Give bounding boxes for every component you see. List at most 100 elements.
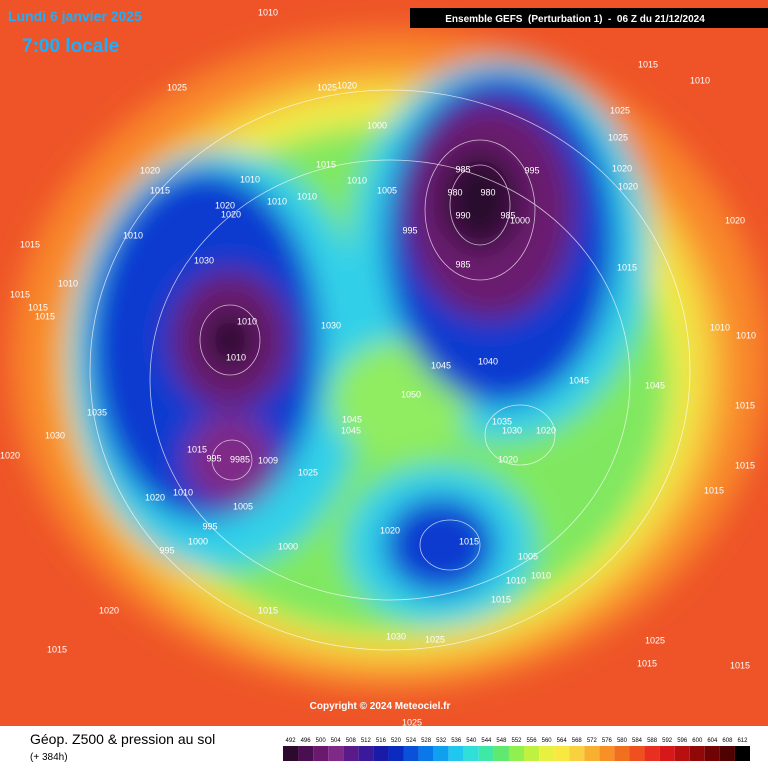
scale-label: 596: [677, 738, 688, 744]
isobar-label: 1015: [150, 185, 170, 195]
run-info: Ensemble GEFS (Perturbation 1) - 06 Z du…: [445, 14, 705, 25]
scale-swatch: [584, 746, 600, 761]
isobar-label: 1020: [612, 163, 632, 173]
isobar-label: 1015: [730, 660, 750, 670]
isobar-label: 1020: [337, 80, 357, 90]
footer-title: Géop. Z500 & pression au sol: [30, 731, 215, 747]
scale-swatch: [719, 746, 735, 761]
isobar-label: 980: [447, 187, 462, 197]
isobar-label: 1025: [608, 132, 628, 142]
scale-swatch: [674, 746, 690, 761]
isobar-label: 1010: [347, 175, 367, 185]
isobar-label: 1025: [645, 635, 665, 645]
isobar-label: 1010: [123, 230, 143, 240]
isobar-label: 1020: [140, 165, 160, 175]
scale-swatch: [448, 746, 464, 761]
isobar-label: 995: [159, 545, 174, 555]
scale-label: 500: [316, 738, 327, 744]
isobar-label: 1045: [569, 375, 589, 385]
isobar-label: 1010: [736, 330, 756, 340]
scale-label: 588: [647, 738, 658, 744]
isobars: [89, 89, 691, 651]
scale-label: 584: [632, 738, 643, 744]
isobar-label: 1015: [735, 400, 755, 410]
scale-swatch: [689, 746, 705, 761]
scale-swatch: [659, 746, 675, 761]
footer-lead: (+ 384h): [30, 752, 68, 763]
time: 7:00 locale: [22, 36, 119, 57]
isobar-label: 1010: [258, 7, 278, 17]
isobar-label: 1015: [258, 605, 278, 615]
isobar-label: 1010: [506, 575, 526, 585]
isobar-label: 1030: [502, 425, 522, 435]
isobar-label: 1045: [342, 414, 362, 424]
scale-swatch: [433, 746, 449, 761]
scale-swatch: [313, 746, 329, 761]
isobar-label: 1010: [531, 570, 551, 580]
isobar-label: 995: [524, 165, 539, 175]
isobar-label: 1009: [258, 455, 278, 465]
scale-label: 572: [587, 738, 598, 744]
isobar-label: 1010: [237, 316, 257, 326]
isobar-label: 1045: [431, 360, 451, 370]
isobar-label: 1005: [233, 501, 253, 511]
isobar-label: 1030: [321, 320, 341, 330]
isobar-label: 995: [206, 453, 221, 463]
scale-swatch: [388, 746, 404, 761]
isobar-label: 1015: [638, 59, 658, 69]
copyright: Copyright © 2024 Meteociel.fr: [310, 701, 451, 712]
isobar-label: 1015: [316, 159, 336, 169]
scale-swatch: [358, 746, 374, 761]
isobar-label: 1020: [99, 605, 119, 615]
scale-swatch: [569, 746, 585, 761]
scale-label: 608: [722, 738, 733, 744]
isobar-label: 1000: [188, 536, 208, 546]
isobar-label: 1025: [425, 634, 445, 644]
isobar-label: 1015: [704, 485, 724, 495]
isobar-label: 1015: [28, 302, 48, 312]
isobar-label: 1005: [377, 185, 397, 195]
scale-swatch: [403, 746, 419, 761]
isobar-label: 1010: [58, 278, 78, 288]
run-box: [410, 8, 768, 28]
isobar-label: 1020: [215, 200, 235, 210]
scale-swatch: [328, 746, 344, 761]
scale-swatch: [539, 746, 555, 761]
scale-label: 548: [496, 738, 507, 744]
isobar-label: 1050: [401, 389, 421, 399]
scale-label: 492: [286, 738, 297, 744]
isobar-label: 1030: [194, 255, 214, 265]
scale-swatch: [478, 746, 494, 761]
isobar-label: 1010: [267, 196, 287, 206]
scale-label: 532: [436, 738, 447, 744]
isobar-label: 1025: [317, 82, 337, 92]
isobar-label: 1015: [735, 460, 755, 470]
isobar-label: 1000: [510, 215, 530, 225]
isobar-label: 1000: [367, 120, 387, 130]
isobar-label: 1035: [492, 416, 512, 426]
isobar-label: 980: [480, 187, 495, 197]
isobar-label: 1025: [610, 105, 630, 115]
scale-label: 524: [406, 738, 417, 744]
isobar-label: 1010: [297, 191, 317, 201]
scale-swatch: [614, 746, 630, 761]
isobar-label: 1010: [710, 322, 730, 332]
scale-label: 604: [707, 738, 718, 744]
scale-swatch: [373, 746, 389, 761]
scale-label: 564: [557, 738, 568, 744]
scale-label: 504: [331, 738, 342, 744]
isobar-label: 1005: [518, 551, 538, 561]
isobar-label: 1045: [645, 380, 665, 390]
scale-swatch: [508, 746, 525, 761]
isobar-label: 9985: [230, 454, 250, 464]
isobar-label: 985: [455, 259, 470, 269]
scale-swatch: [554, 746, 570, 761]
scale-swatch: [644, 746, 660, 761]
isobar-label: 1015: [637, 658, 657, 668]
scale-label: 552: [511, 738, 522, 744]
isobar-label: 985: [500, 210, 515, 220]
isobar-label: 1025: [167, 82, 187, 92]
scale-swatch: [493, 746, 509, 761]
scale-label: 496: [301, 738, 312, 744]
